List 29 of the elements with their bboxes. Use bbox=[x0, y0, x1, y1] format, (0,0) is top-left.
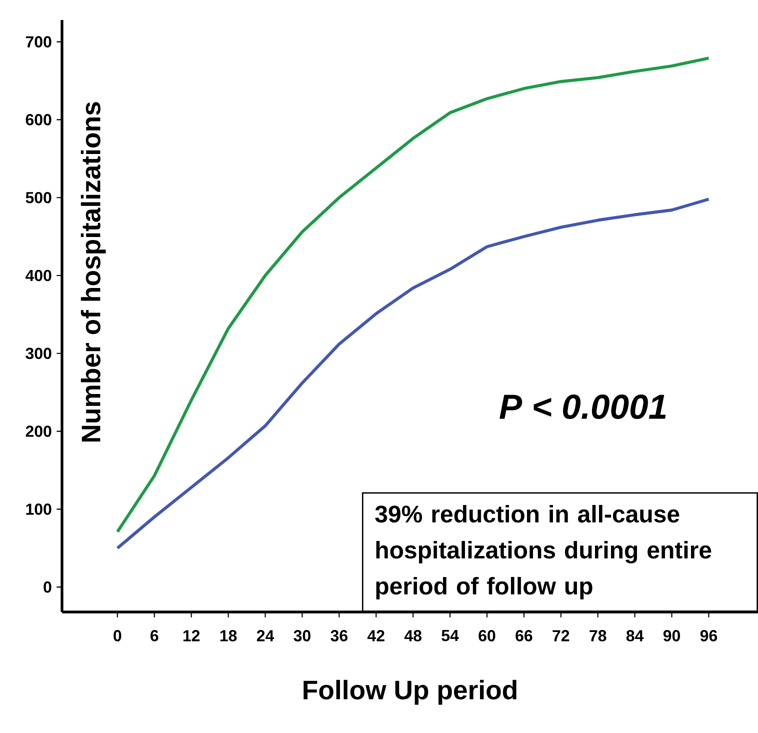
annotation: P < 0.0001 bbox=[500, 394, 666, 420]
x-tick-label: 12 bbox=[183, 630, 200, 642]
x-tick-label: 72 bbox=[552, 630, 570, 642]
y-axis-title: Number of hospitalizations bbox=[80, 102, 106, 442]
x-tick-label: 6 bbox=[150, 630, 158, 642]
x-tick-label: 78 bbox=[590, 630, 606, 642]
x-tick-label: 48 bbox=[404, 630, 422, 642]
x-tick-label: 90 bbox=[663, 630, 680, 642]
y-tick-label: 500 bbox=[26, 192, 52, 204]
x-tick-label: 84 bbox=[626, 630, 644, 642]
x-tick-label: 24 bbox=[256, 630, 274, 642]
x-axis-title: Follow Up period bbox=[304, 680, 516, 705]
y-tick-label: 400 bbox=[26, 270, 52, 282]
x-tick-label: 66 bbox=[516, 630, 532, 642]
annotation: 39% reduction in all-cause hospitalizations during entire period of follow up bbox=[375, 504, 712, 600]
y-tick-label: 300 bbox=[26, 348, 52, 360]
x-tick-label: 60 bbox=[478, 630, 496, 642]
x-tick-label: 96 bbox=[700, 630, 718, 642]
x-tick-label: 54 bbox=[442, 630, 459, 642]
x-tick-label: 0 bbox=[114, 630, 122, 642]
x-tick-label: 36 bbox=[330, 630, 348, 642]
y-tick-label: 200 bbox=[26, 426, 52, 437]
y-tick-label: 0 bbox=[44, 581, 52, 593]
y-tick-label: 100 bbox=[26, 504, 52, 515]
y-tick-label: 600 bbox=[26, 114, 52, 126]
x-tick-label: 30 bbox=[294, 630, 310, 642]
x-tick-label: 42 bbox=[367, 630, 384, 642]
y-tick-label: 700 bbox=[26, 36, 52, 48]
x-tick-label: 18 bbox=[220, 630, 237, 642]
